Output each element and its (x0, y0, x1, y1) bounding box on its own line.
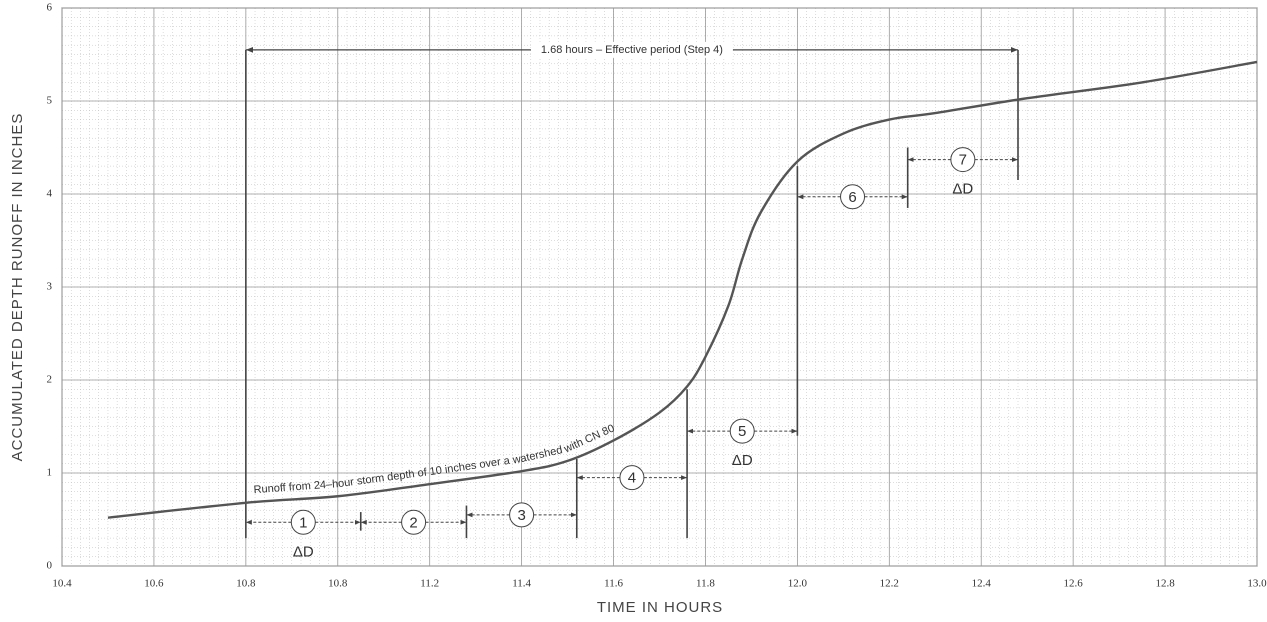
interval-number: 7 (959, 152, 967, 169)
x-tick-label: 12.0 (788, 578, 808, 590)
x-tick-label: 12.6 (1064, 578, 1084, 590)
y-tick-label: 0 (47, 560, 53, 572)
interval-circle (509, 502, 535, 528)
y-axis-title: ACCUMULATED DEPTH RUNOFF IN INCHES (9, 113, 26, 462)
y-tick-label: 3 (47, 281, 53, 293)
y-tick-label: 1 (47, 467, 53, 479)
effective-period-label: 1.68 hours – Effective period (Step 4) (541, 44, 723, 56)
interval-number: 6 (848, 189, 856, 206)
interval-circle (619, 465, 645, 491)
interval-circle (729, 418, 755, 444)
x-tick-label: 12.2 (880, 578, 899, 590)
label-bg (530, 41, 733, 58)
x-tick-label: 12.4 (972, 578, 992, 590)
y-tick-label: 4 (47, 188, 53, 200)
data-line (107, 60, 1258, 519)
series-label-path: Runoff from 24–hour storm depth of 10 in… (253, 422, 616, 496)
y-tick-label: 6 (47, 2, 53, 14)
interval-circle (401, 509, 427, 535)
delta-label: ΔD (952, 181, 973, 198)
x-tick-label: 10.6 (144, 578, 164, 590)
x-tick-label: 11.6 (604, 578, 623, 590)
series-label: Runoff from 24–hour storm depth of 10 in… (253, 422, 616, 496)
interval-circle (840, 184, 866, 210)
x-tick-label: 12.8 (1155, 578, 1175, 590)
interval-circle (290, 509, 316, 535)
y-tick-label: 2 (47, 374, 53, 386)
interval-number: 3 (517, 507, 525, 524)
interval-number: 1 (299, 514, 307, 531)
delta-label: ΔD (293, 543, 314, 560)
interval-number: 2 (409, 514, 417, 531)
x-tick-label: 10.8 (328, 578, 348, 590)
interval-number: 4 (628, 470, 636, 487)
interval-circle (950, 147, 976, 173)
delta-label: ΔD (732, 452, 753, 469)
x-tick-label: 11.8 (696, 578, 715, 590)
x-tick-label: 11.4 (512, 578, 531, 590)
x-tick-label: 10.8 (236, 578, 256, 590)
y-tick-label: 5 (47, 95, 53, 107)
x-tick-label: 11.2 (420, 578, 439, 590)
x-axis-title: TIME IN HOURS (597, 599, 723, 616)
x-tick-label: 13.0 (1247, 578, 1267, 590)
interval-number: 5 (738, 423, 746, 440)
x-tick-label: 10.4 (52, 578, 72, 590)
